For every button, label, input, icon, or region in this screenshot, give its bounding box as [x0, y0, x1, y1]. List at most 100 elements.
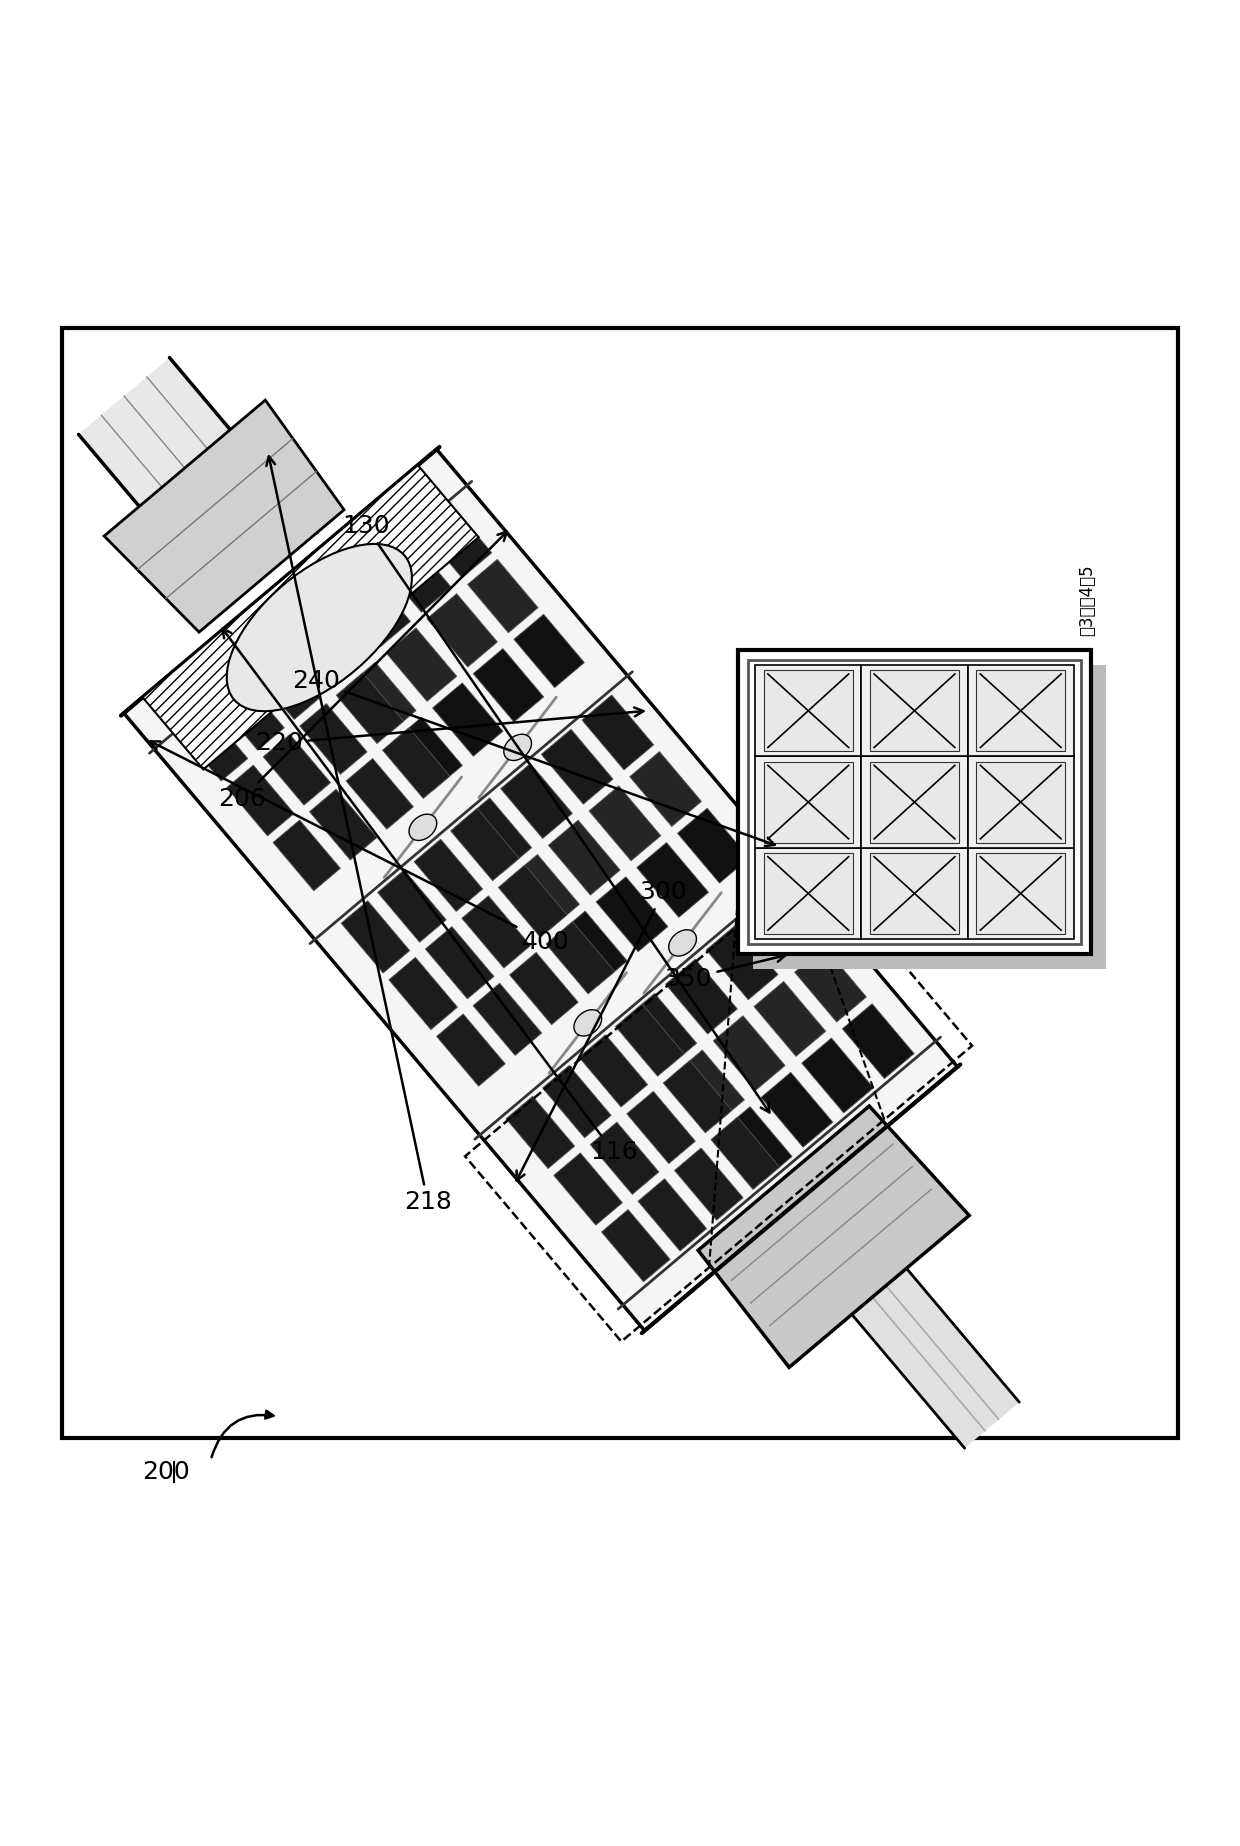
Polygon shape: [713, 1015, 785, 1091]
Polygon shape: [387, 628, 456, 701]
Polygon shape: [346, 663, 417, 737]
Polygon shape: [596, 877, 668, 953]
Polygon shape: [510, 953, 578, 1025]
Polygon shape: [761, 1073, 833, 1146]
Polygon shape: [630, 751, 702, 827]
Polygon shape: [422, 504, 492, 578]
Polygon shape: [663, 1061, 732, 1133]
Polygon shape: [554, 1154, 622, 1226]
Polygon shape: [427, 594, 497, 666]
Polygon shape: [460, 797, 532, 873]
Bar: [976, 762, 1065, 842]
Polygon shape: [746, 890, 818, 965]
Text: 200: 200: [143, 1460, 191, 1484]
Polygon shape: [273, 820, 340, 892]
Polygon shape: [253, 648, 321, 720]
Text: 400: 400: [150, 742, 569, 954]
Bar: [748, 661, 1081, 943]
Polygon shape: [601, 1209, 670, 1281]
Polygon shape: [336, 672, 403, 744]
Polygon shape: [310, 790, 377, 860]
Polygon shape: [546, 921, 615, 993]
Bar: [862, 757, 967, 847]
Polygon shape: [467, 559, 538, 633]
Bar: [755, 665, 862, 757]
Ellipse shape: [574, 1010, 601, 1036]
Text: 220: 220: [255, 707, 644, 755]
Polygon shape: [625, 993, 697, 1069]
Ellipse shape: [409, 814, 436, 840]
Polygon shape: [707, 925, 777, 1001]
Polygon shape: [433, 683, 503, 757]
Polygon shape: [450, 809, 520, 881]
Text: 300: 300: [517, 881, 687, 1180]
Polygon shape: [615, 1004, 684, 1076]
Ellipse shape: [668, 930, 697, 956]
Polygon shape: [474, 984, 542, 1056]
Polygon shape: [501, 764, 573, 838]
FancyArrowPatch shape: [212, 1410, 274, 1456]
Text: 图3、图4和5: 图3、图4和5: [1079, 565, 1096, 637]
Polygon shape: [590, 1122, 658, 1194]
Polygon shape: [104, 401, 343, 631]
Polygon shape: [436, 1013, 505, 1085]
Bar: [862, 847, 967, 940]
Polygon shape: [124, 449, 957, 1331]
Polygon shape: [582, 694, 653, 770]
Polygon shape: [543, 1065, 611, 1137]
Polygon shape: [711, 1117, 780, 1189]
Polygon shape: [389, 958, 458, 1030]
Bar: [870, 762, 959, 842]
Polygon shape: [290, 618, 357, 689]
Polygon shape: [227, 764, 294, 836]
Ellipse shape: [503, 735, 532, 761]
Text: 218: 218: [267, 456, 451, 1215]
Polygon shape: [579, 1036, 647, 1108]
Polygon shape: [299, 607, 370, 681]
Text: 240: 240: [293, 670, 775, 845]
Bar: [764, 762, 853, 842]
Bar: [764, 670, 853, 751]
Bar: [976, 853, 1065, 934]
Polygon shape: [382, 727, 450, 799]
Bar: [862, 665, 967, 757]
Polygon shape: [381, 539, 451, 613]
Ellipse shape: [227, 545, 412, 711]
Polygon shape: [542, 729, 613, 805]
Polygon shape: [637, 842, 708, 917]
Text: 350: 350: [665, 953, 785, 991]
Polygon shape: [677, 809, 749, 882]
Polygon shape: [300, 703, 367, 773]
Bar: [764, 853, 853, 934]
Polygon shape: [414, 840, 482, 912]
Polygon shape: [802, 1037, 873, 1113]
Polygon shape: [507, 855, 579, 929]
Bar: [755, 847, 862, 940]
Polygon shape: [506, 1097, 574, 1169]
Polygon shape: [341, 901, 409, 973]
Polygon shape: [263, 735, 331, 805]
Text: 116: 116: [222, 628, 637, 1165]
Polygon shape: [720, 1106, 792, 1181]
Polygon shape: [639, 1180, 707, 1252]
Polygon shape: [666, 960, 738, 1034]
Polygon shape: [626, 1091, 696, 1163]
Polygon shape: [548, 820, 620, 895]
Bar: [870, 853, 959, 934]
Polygon shape: [392, 716, 463, 790]
Bar: [62, 329, 1178, 1438]
Polygon shape: [795, 947, 867, 1023]
Polygon shape: [513, 615, 584, 689]
Polygon shape: [346, 759, 413, 829]
Polygon shape: [143, 465, 479, 770]
Bar: [967, 757, 1074, 847]
Bar: [870, 670, 959, 751]
Bar: [967, 847, 1074, 940]
Bar: [967, 665, 1074, 757]
Polygon shape: [808, 1217, 1019, 1449]
Bar: [738, 650, 1091, 954]
Bar: [753, 665, 1106, 969]
Polygon shape: [672, 1050, 744, 1124]
Polygon shape: [556, 912, 627, 986]
Text: 130: 130: [342, 515, 770, 1113]
